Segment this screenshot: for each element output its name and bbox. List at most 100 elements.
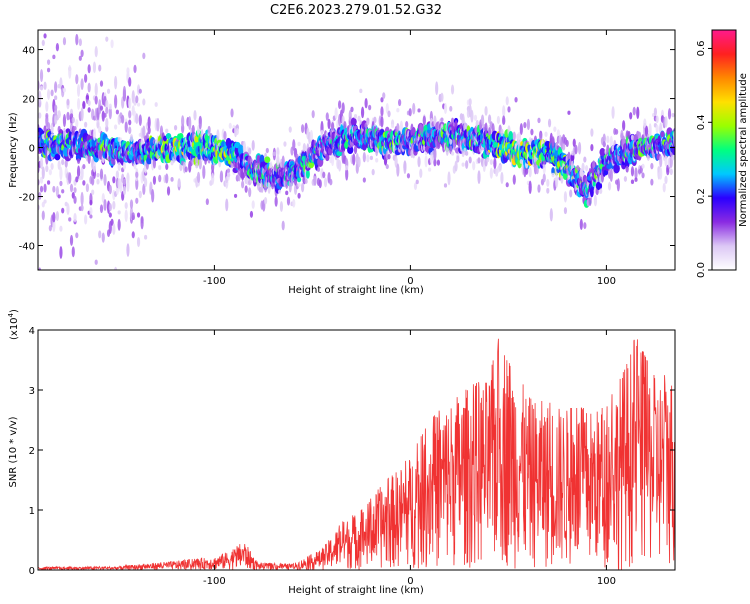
spectrogram-cell [128, 126, 132, 135]
spectrogram-cell [87, 99, 91, 106]
spectrogram-cell [68, 217, 72, 222]
spectrogram-cell [542, 160, 546, 165]
spectrogram-cell [551, 172, 555, 178]
spectrogram-cell [52, 219, 56, 232]
spectrogram-cell [242, 140, 246, 155]
y-tick-label: 4 [29, 326, 35, 337]
spectrogram-cell [417, 156, 421, 168]
spectrogram-cell [549, 208, 553, 222]
spectrogram-cell [228, 122, 232, 129]
spectrogram-cell [630, 179, 635, 184]
spectrogram-cell [433, 147, 437, 161]
spectrogram-cell [103, 173, 107, 186]
spectrogram-cell [589, 186, 594, 198]
spectrogram-cell [611, 106, 615, 119]
spectrogram-cell [78, 55, 82, 61]
spectrogram-cell [585, 165, 589, 172]
spectrogram-cell [523, 122, 527, 129]
spectrogram-cell [136, 236, 141, 248]
spectrogram-cell [607, 181, 612, 191]
spectrogram-cell [636, 106, 640, 119]
spectrogram-cell [380, 106, 384, 117]
spectrogram-cell [498, 164, 502, 172]
spectrogram-cell [59, 180, 63, 187]
spectrogram-cell [496, 115, 501, 125]
spectrogram-cell [62, 114, 67, 128]
spectrogram-cell [297, 192, 301, 199]
spectrogram-cell [473, 114, 478, 121]
spectrogram-cell [165, 173, 169, 184]
spectrogram-cell [46, 89, 51, 100]
spectrogram-cell [632, 106, 636, 116]
spectrogram-cell [69, 113, 74, 118]
spectrogram-cell [48, 169, 52, 176]
spectrogram-cell [671, 154, 675, 161]
spectrogram-cell [486, 156, 490, 163]
spectrogram-cell [89, 214, 93, 219]
spectrogram-cell [110, 270, 113, 276]
spectrogram-cell [419, 168, 423, 179]
spectrogram-cell [440, 117, 444, 122]
y-tick-label: 20 [22, 95, 35, 106]
spectrogram-cell [322, 171, 326, 179]
spectrogram-cell [373, 116, 377, 124]
spectrogram-cell [526, 118, 530, 131]
spectrogram-cell [595, 181, 603, 191]
spectrogram-cell [602, 141, 606, 148]
spectrogram-cell [108, 103, 112, 110]
spectrogram-panel: -100 0 100 -40 -20 0 20 40 Height of straight l… [8, 22, 676, 296]
spectrogram-cell [650, 178, 654, 186]
spectrogram-cell [428, 167, 432, 172]
spectrogram-cell [357, 156, 361, 168]
spectrogram-cell [644, 125, 649, 138]
spectrogram-cell [449, 105, 453, 112]
spectrogram-cell [57, 160, 61, 171]
snr-series-line [38, 338, 675, 570]
spectrogram-cell [38, 267, 42, 270]
spectrogram-cell [450, 151, 455, 156]
spectrogram-cell [46, 59, 51, 65]
spectrogram-cell [546, 178, 550, 187]
spectrogram-cell [71, 246, 75, 258]
spectrogram-cell [144, 234, 148, 240]
spectrogram-cell [122, 185, 127, 196]
spectrogram-cell [281, 220, 285, 231]
spectrogram-cell [362, 151, 366, 163]
spectrogram-cell [158, 165, 162, 170]
spectrogram-cell [76, 97, 81, 110]
spectrogram-cell [385, 164, 389, 170]
spectrogram-cell [405, 120, 409, 128]
spectrogram-cell [128, 110, 132, 119]
spectrogram-cell [480, 114, 485, 126]
spectrogram-cell [512, 131, 516, 141]
spectrogram-cell [385, 103, 389, 114]
snr-ticks: -100 0 100 0 1 2 3 4 [29, 326, 675, 587]
spectrogram-cell [396, 108, 400, 113]
spectrogram-cell [477, 170, 481, 185]
spectrogram-cell [251, 200, 255, 209]
x-tick-label: -100 [203, 576, 226, 587]
spectrogram-cell [135, 197, 139, 204]
spectrogram-cell [110, 22, 113, 29]
spectrogram-cell [115, 109, 119, 115]
colorbar: 0.0 0.2 0.4 0.6 Normalized spectral amplitu… [696, 29, 749, 278]
spectrogram-cell [117, 218, 121, 231]
spectrogram-cell [76, 158, 81, 164]
spectrogram-cell [507, 106, 511, 113]
spectrogram-cell [73, 212, 77, 223]
spectrogram-cell [387, 110, 391, 118]
spectrogram-cell [305, 169, 310, 179]
spectrogram-cell [101, 232, 105, 243]
spectrogram-cell [408, 108, 412, 117]
spectrogram-cell [99, 168, 104, 180]
spectrogram-cell [606, 135, 610, 144]
spectrogram-cell [82, 164, 86, 170]
spectrogram-cell [154, 102, 158, 107]
spectrogram-cell [477, 157, 481, 164]
spectrogram-cell [82, 180, 86, 186]
spectrogram-cell [366, 154, 370, 163]
spectrogram-cell [311, 110, 315, 119]
spectrogram-cell [43, 183, 47, 193]
spectrogram-cell [292, 139, 296, 151]
spectrogram-cell [553, 126, 557, 132]
